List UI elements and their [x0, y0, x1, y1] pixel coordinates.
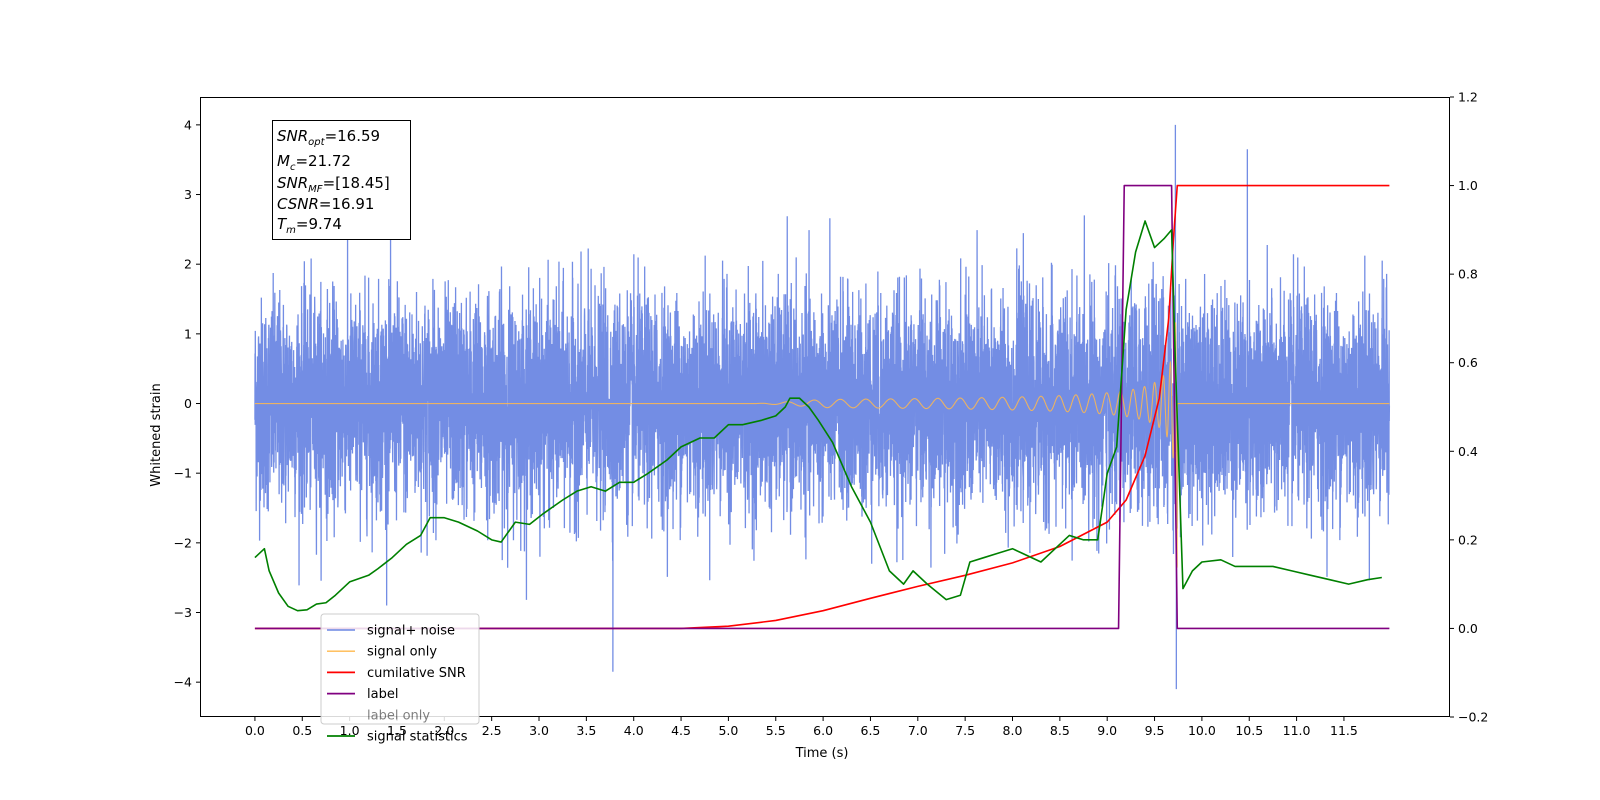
- annotation-mc: Mc=21.72: [277, 152, 351, 173]
- y-tick-label-left: −1: [174, 466, 192, 481]
- x-tick-label: 0.5: [292, 723, 312, 738]
- y-tick-label-right: 1.0: [1458, 178, 1478, 193]
- x-tick-label: 10.5: [1235, 723, 1263, 738]
- x-tick-label: 5.0: [718, 723, 738, 738]
- x-tick-label: 2.0: [434, 723, 454, 738]
- stats-annotation-box: SNRopt=16.59 Mc=21.72 SNRMF=[18.45] CSNR…: [272, 120, 411, 240]
- y-tick-label-left: 1: [184, 326, 192, 341]
- plot-frame: [200, 97, 1450, 717]
- x-tick-label: 8.0: [1003, 723, 1023, 738]
- y-tick-label-right: 0.2: [1458, 532, 1478, 547]
- legend-label: label: [367, 687, 398, 702]
- series-signal-noise: [254, 124, 1391, 690]
- x-tick-label: 10.0: [1188, 723, 1216, 738]
- x-tick-label: 3.5: [576, 723, 596, 738]
- legend-label: signal only: [367, 645, 437, 660]
- x-tick-label: 1.0: [340, 723, 360, 738]
- x-tick-label: 4.0: [624, 723, 644, 738]
- x-axis-title: Time (s): [795, 746, 849, 761]
- y-tick-label-left: 4: [184, 117, 192, 132]
- y-tick-label-left: 2: [184, 257, 192, 272]
- x-tick-label: 3.0: [529, 723, 549, 738]
- x-tick-label: 7.5: [955, 723, 975, 738]
- x-tick-label: 6.0: [813, 723, 833, 738]
- legend-label-label-only: label only: [367, 708, 430, 723]
- series-label: [254, 184, 1390, 630]
- x-tick-label: 9.0: [1097, 723, 1117, 738]
- legend-label: signal+ noise: [367, 624, 455, 639]
- x-tick-label: 4.5: [671, 723, 691, 738]
- x-tick-label: 11.5: [1330, 723, 1358, 738]
- y-tick-label-right: −0.2: [1458, 710, 1488, 725]
- y-tick-label-right: 0.0: [1458, 621, 1478, 636]
- x-tick-label: 1.5: [387, 723, 407, 738]
- x-tick-label: 0.0: [245, 723, 265, 738]
- legend-label: cumilative SNR: [367, 666, 466, 681]
- y-tick-label-right: 0.4: [1458, 444, 1478, 459]
- x-tick-label: 9.5: [1145, 723, 1165, 738]
- series-cumulative-snr: [254, 184, 1390, 630]
- series-signal-statistics: [254, 220, 1382, 612]
- y-tick-label-left: 0: [184, 396, 192, 411]
- y-tick-label-left: −2: [174, 535, 192, 550]
- x-tick-label: 2.5: [482, 723, 502, 738]
- x-tick-label: 7.0: [908, 723, 928, 738]
- x-tick-label: 6.5: [861, 723, 881, 738]
- y-tick-label-right: 0.8: [1458, 267, 1478, 282]
- annotation-snr-opt: SNRopt=16.59: [277, 127, 380, 148]
- annotation-csnr: CSNR=16.91: [277, 195, 374, 213]
- x-tick-label: 5.5: [766, 723, 786, 738]
- series-signal-only: [254, 322, 1390, 568]
- x-tick-label: 8.5: [1050, 723, 1070, 738]
- y-axis-title: Whitened strain: [149, 383, 164, 486]
- y-tick-label-right: 1.2: [1458, 90, 1478, 105]
- x-tick-label: 11.0: [1283, 723, 1311, 738]
- annotation-tm: Tm=9.74: [277, 215, 342, 236]
- y-tick-label-left: −3: [174, 605, 192, 620]
- legend: signal+ noise signal only cumilative SNR la…: [320, 613, 480, 745]
- legend-label: signal statistics: [367, 730, 468, 745]
- y-tick-label-right: 0.6: [1458, 355, 1478, 370]
- y-tick-label-left: 3: [184, 187, 192, 202]
- annotation-snr-mf: SNRMF=[18.45]: [277, 174, 390, 195]
- y-tick-label-left: −4: [174, 675, 192, 690]
